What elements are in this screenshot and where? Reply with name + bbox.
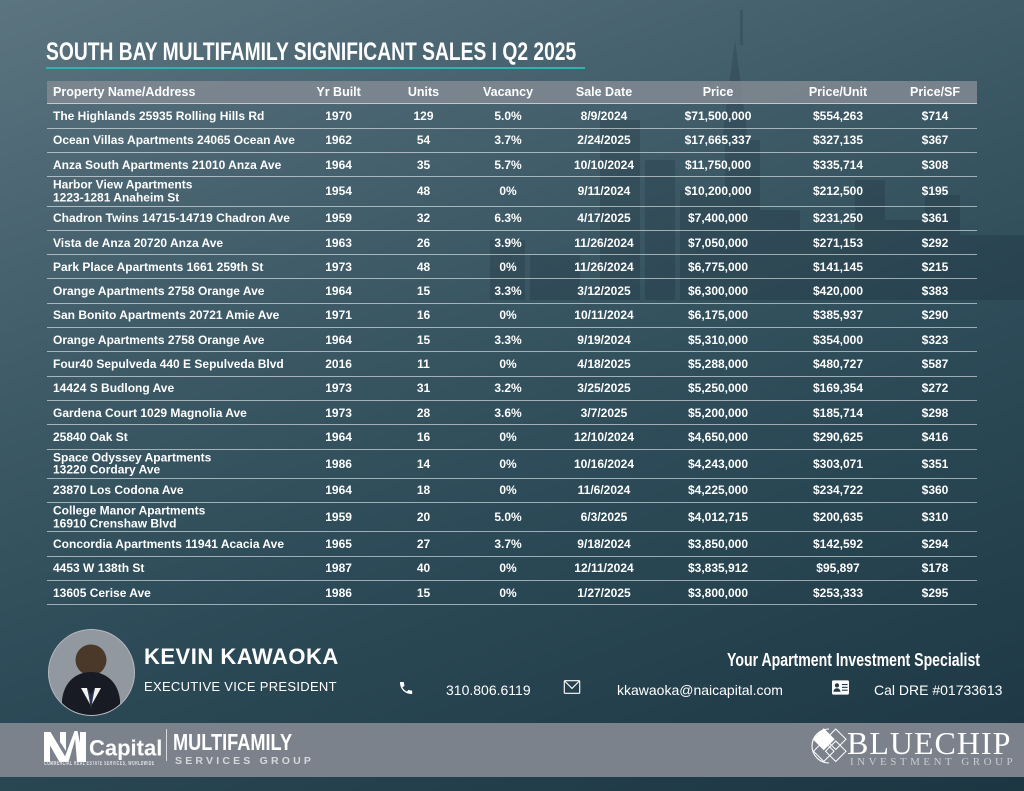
- svg-text:Capital: Capital: [89, 736, 162, 761]
